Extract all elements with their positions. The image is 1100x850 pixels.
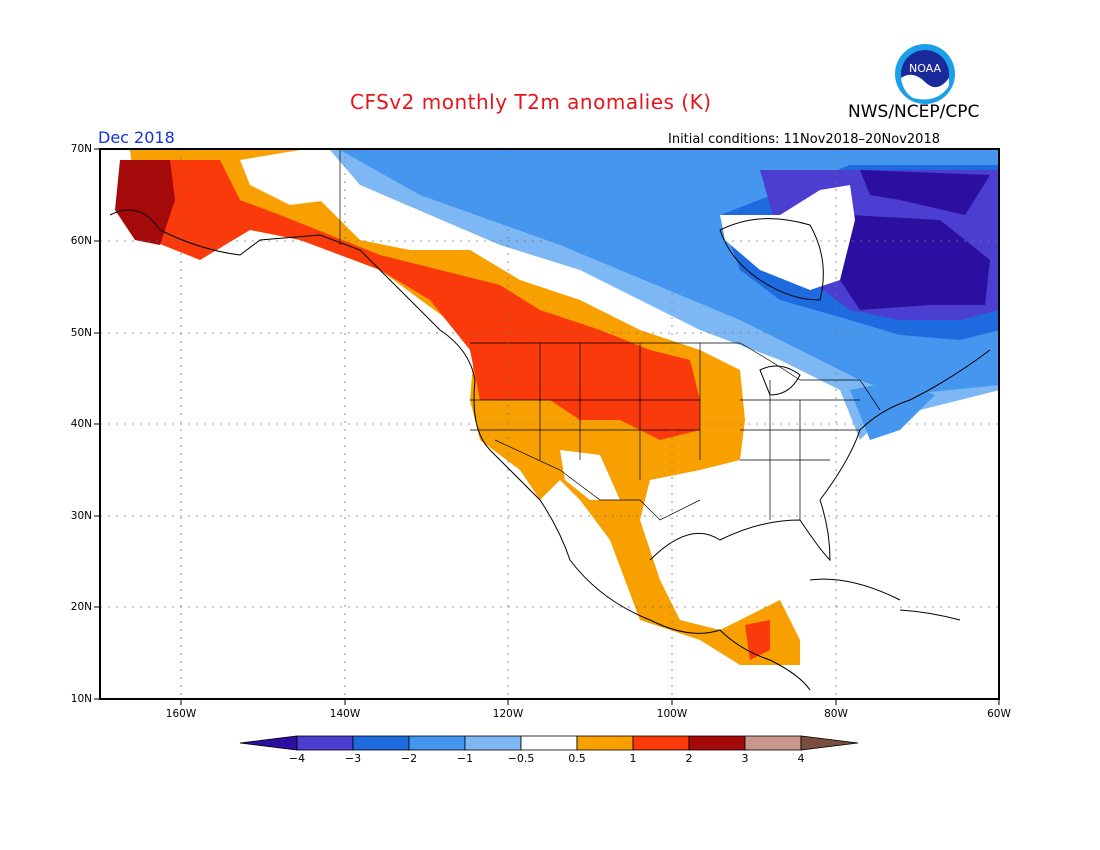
agency-label: NWS/NCEP/CPC xyxy=(848,102,980,122)
lat-label-40n: 40N xyxy=(70,418,92,430)
colorbar-label: 0.5 xyxy=(568,752,586,765)
lon-label-140w: 140W xyxy=(329,708,361,720)
colorbar-label: 3 xyxy=(741,752,749,765)
east-coast xyxy=(819,349,991,501)
warm-region-darkred xyxy=(115,160,175,245)
lat-label-20n: 20N xyxy=(70,601,92,613)
lat-label-10n: 10N xyxy=(70,693,92,705)
coastlines xyxy=(109,209,991,691)
warm-texas-white xyxy=(560,450,620,500)
state-lines-west xyxy=(470,343,701,480)
colorbar-segment-3 xyxy=(408,735,466,751)
lon-label-100w: 100W xyxy=(656,708,688,720)
colorbar-label: −1 xyxy=(456,752,474,765)
warm-region-red xyxy=(130,160,700,440)
west-coast xyxy=(439,329,811,691)
gulf-coast xyxy=(649,499,831,562)
lat-gridlines xyxy=(100,240,999,608)
cold-region-strong xyxy=(840,215,990,310)
colorbar-segment-2 xyxy=(352,735,410,751)
axis-ticks xyxy=(94,148,1000,705)
lat-label-70n: 70N xyxy=(70,143,92,155)
map-title: CFSv2 monthly T2m anomalies (K) xyxy=(350,90,712,114)
cold-baffin-strong xyxy=(860,170,990,215)
us-mexico-border xyxy=(494,439,701,521)
great-lakes xyxy=(759,365,801,396)
state-lines-east xyxy=(740,380,860,520)
colorbar-arrow-right xyxy=(800,735,859,751)
warm-region-orange xyxy=(130,150,800,665)
logo-text: NOAA xyxy=(909,62,942,75)
cold-northeast-light xyxy=(850,380,935,440)
lon-label-60w: 60W xyxy=(987,708,1011,720)
anomaly-fields xyxy=(115,150,999,665)
initial-conditions-label: Initial conditions: 11Nov2018–20Nov2018 xyxy=(668,132,940,147)
canada-us-border xyxy=(470,342,881,411)
lon-label-160w: 160W xyxy=(165,708,197,720)
noaa-logo-icon: NOAA xyxy=(895,44,955,104)
hispaniola xyxy=(899,609,961,621)
lon-label-80w: 80W xyxy=(824,708,848,720)
colorbar-label: −0.5 xyxy=(507,752,535,765)
colorbar-label: −3 xyxy=(344,752,362,765)
lon-label-120w: 120W xyxy=(492,708,524,720)
colorbar-arrow-left xyxy=(239,735,298,751)
warm-central-america xyxy=(745,620,770,660)
warm-alaska-white xyxy=(240,150,330,205)
colorbar-segment-9 xyxy=(744,735,802,751)
hudson-bay xyxy=(719,218,824,301)
valid-month-label: Dec 2018 xyxy=(98,128,175,147)
colorbar-segment-1 xyxy=(296,735,354,751)
colorbar-segment-7 xyxy=(632,735,690,751)
alaska-coast xyxy=(109,209,441,331)
colorbar-label: 2 xyxy=(685,752,693,765)
colorbar-label: 4 xyxy=(797,752,805,765)
colorbar-label: −2 xyxy=(400,752,418,765)
cold-hudson-white xyxy=(720,185,855,290)
colorbar-label: −4 xyxy=(288,752,306,765)
lat-label-30n: 30N xyxy=(70,510,92,522)
lat-label-50n: 50N xyxy=(70,327,92,339)
colorbar-segment-6 xyxy=(576,735,634,751)
colorbar-segment-5 xyxy=(520,735,578,751)
lat-label-60n: 60N xyxy=(70,235,92,247)
cuba xyxy=(809,578,901,601)
colorbar-segment-8 xyxy=(688,735,746,751)
colorbar-label: 1 xyxy=(629,752,637,765)
colorbar-segment-4 xyxy=(464,735,522,751)
political-borders xyxy=(339,150,881,521)
